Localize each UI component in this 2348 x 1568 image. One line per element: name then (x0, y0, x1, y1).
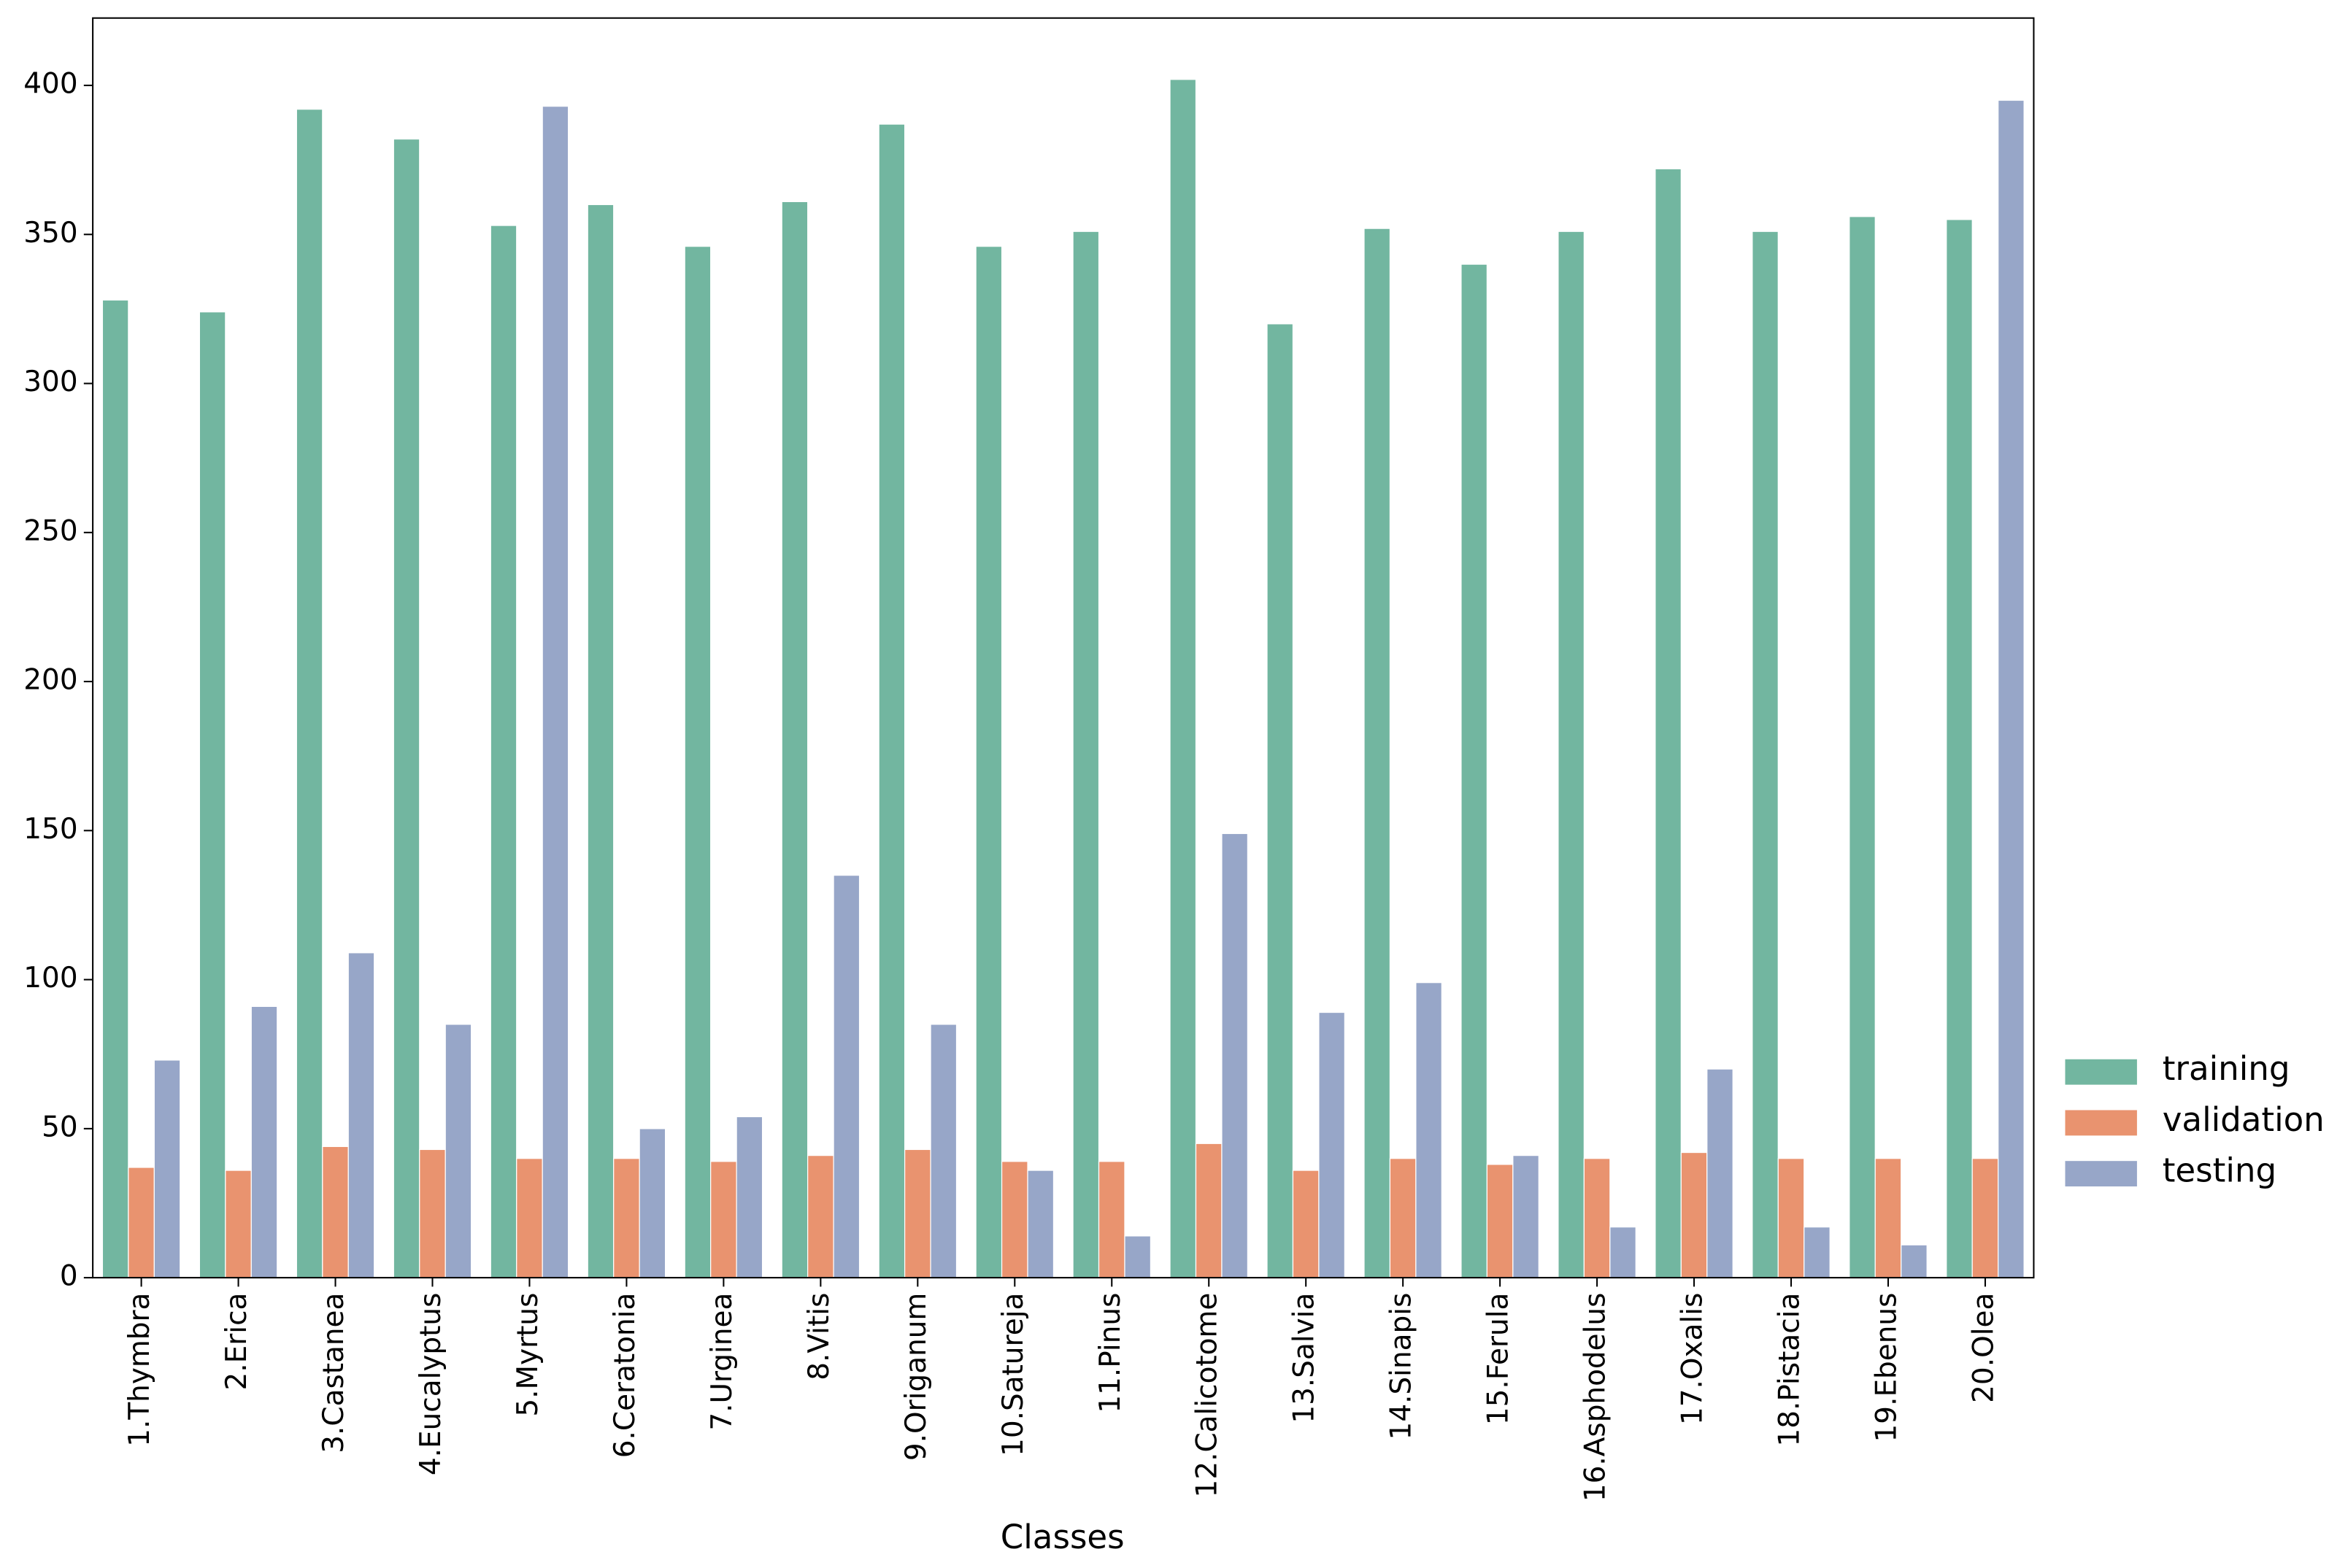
bar (1292, 1170, 1320, 1278)
bar (1655, 168, 1682, 1278)
bar (1072, 231, 1100, 1278)
y-tick-label: 250 (23, 514, 77, 547)
bar (1901, 1244, 1928, 1278)
bar (101, 299, 129, 1278)
bar (419, 1148, 446, 1278)
bar (1027, 1170, 1055, 1278)
bar (1512, 1155, 1539, 1278)
x-tick-label: 15.Ferula (1482, 1293, 1515, 1426)
y-tick-label: 300 (23, 366, 77, 398)
bar (1098, 1161, 1125, 1278)
bar (128, 1167, 155, 1278)
x-tick-label: 10.Satureja (997, 1293, 1030, 1456)
bar (807, 1155, 834, 1278)
bar (225, 1170, 252, 1278)
bar (639, 1128, 666, 1278)
bar (1998, 99, 2025, 1278)
legend-swatch (2065, 1110, 2137, 1136)
x-tick-label: 20.Olea (1967, 1293, 2000, 1403)
bar (1486, 1164, 1514, 1278)
bar (1706, 1068, 1733, 1278)
x-tick-label: 3.Castanea (317, 1293, 350, 1453)
x-tick-label: 12.Calicotome (1191, 1293, 1224, 1498)
y-tick-label: 50 (42, 1111, 78, 1143)
y-tick-label: 200 (23, 664, 77, 697)
x-tick-label: 4.Eucalyptus (415, 1293, 447, 1476)
bar (1946, 219, 1973, 1278)
bar (153, 1059, 181, 1278)
bar (833, 875, 861, 1278)
bar (975, 246, 1003, 1278)
bar (490, 225, 517, 1278)
y-tick-label: 100 (23, 962, 77, 995)
bar (1169, 79, 1197, 1278)
x-tick-label: 17.Oxalis (1677, 1293, 1709, 1425)
bar (1752, 231, 1779, 1278)
bar (199, 311, 226, 1278)
legend-swatch (2065, 1059, 2137, 1085)
x-tick-label: 16.Asphodelus (1579, 1293, 1612, 1502)
bar (1460, 263, 1488, 1278)
bar (1874, 1158, 1902, 1278)
bar (1221, 833, 1249, 1278)
bar (1558, 231, 1585, 1278)
bar (587, 204, 615, 1278)
bar (1609, 1227, 1636, 1278)
bar (736, 1116, 763, 1278)
x-tick-label: 19.Ebenus (1870, 1293, 1903, 1443)
x-axis-title: Classes (1001, 1518, 1125, 1556)
bar (710, 1161, 737, 1278)
plot-frame (92, 17, 2035, 1279)
bar (1318, 1011, 1345, 1278)
bar (904, 1148, 931, 1278)
bar (684, 246, 712, 1278)
x-tick-label: 7.Urginea (706, 1293, 739, 1431)
bar (1680, 1151, 1708, 1278)
bar (1363, 228, 1391, 1278)
bar (1415, 982, 1442, 1278)
x-tick-label: 5.Myrtus (512, 1293, 544, 1417)
x-tick-label: 18.Pistacia (1774, 1293, 1806, 1447)
bar (1389, 1158, 1417, 1278)
bar (296, 109, 323, 1278)
x-tick-label: 9.Origanum (900, 1293, 933, 1461)
bar (516, 1158, 543, 1278)
x-tick-label: 8.Vitis (803, 1293, 836, 1380)
bar (1124, 1235, 1152, 1278)
bar (1195, 1143, 1223, 1278)
bar (347, 952, 375, 1278)
bar (1583, 1158, 1611, 1278)
bar (250, 1005, 278, 1278)
bar (1777, 1158, 1805, 1278)
bar (613, 1158, 640, 1278)
x-tick-label: 1.Thymbra (123, 1293, 156, 1447)
legend-text: training (2163, 1049, 2290, 1088)
bar (1804, 1227, 1831, 1278)
y-tick-label: 0 (60, 1260, 78, 1293)
y-tick-label: 150 (23, 813, 77, 846)
bar (1971, 1158, 1999, 1278)
legend-swatch (2065, 1161, 2137, 1187)
bar (322, 1146, 349, 1278)
x-tick-label: 11.Pinus (1094, 1293, 1127, 1413)
x-tick-label: 2.Erica (220, 1293, 253, 1391)
bar (393, 138, 420, 1278)
bar (930, 1024, 958, 1278)
bar (878, 123, 906, 1278)
x-tick-label: 6.Ceratonia (609, 1293, 642, 1459)
y-tick-label: 350 (23, 217, 77, 250)
bar (781, 201, 809, 1278)
bar (1266, 323, 1294, 1278)
bar (1001, 1161, 1028, 1278)
y-tick-label: 400 (23, 68, 77, 101)
legend-text: validation (2163, 1100, 2325, 1139)
bar (1849, 216, 1876, 1278)
x-tick-label: 13.Salvia (1288, 1293, 1321, 1424)
legend-text: testing (2163, 1151, 2276, 1190)
bar (444, 1024, 472, 1278)
x-tick-label: 14.Sinapis (1385, 1293, 1418, 1440)
bar (542, 106, 569, 1278)
